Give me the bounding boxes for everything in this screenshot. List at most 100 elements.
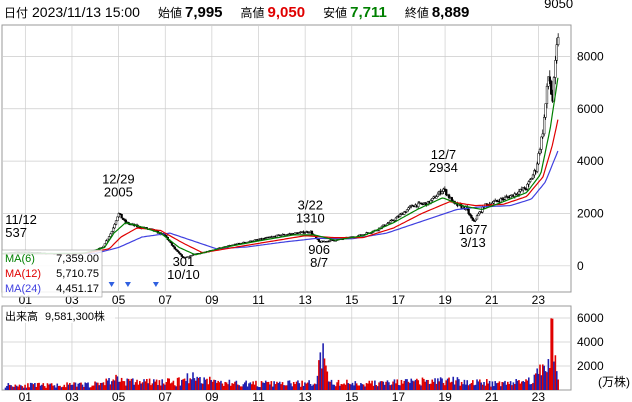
volume-bar (504, 380, 506, 390)
volume-bar (132, 378, 134, 390)
volume-bar (411, 380, 414, 390)
ma-legend-box (1, 249, 103, 298)
volume-bar (41, 384, 43, 390)
volume-bar (35, 386, 38, 390)
candle-body (541, 133, 544, 138)
candle-body (172, 245, 175, 248)
candle-body (176, 249, 179, 252)
volume-bar (554, 355, 557, 390)
volume-bar (190, 379, 193, 390)
volume-bar (453, 384, 456, 390)
volume-bar (158, 380, 161, 390)
volume-bar (291, 386, 294, 390)
volume-bar (111, 381, 113, 390)
candle-body (298, 232, 301, 234)
volume-bar (39, 385, 42, 390)
volume-bar (256, 386, 259, 390)
volume-bar (154, 381, 157, 390)
volume-bar (22, 387, 25, 390)
volume-bar (386, 380, 389, 390)
volume-bar (283, 385, 285, 390)
volume-bar (20, 385, 22, 390)
volume-bar (343, 383, 345, 390)
volume-bar (382, 381, 385, 390)
volume-bar (546, 372, 548, 390)
volume-bar (449, 382, 452, 390)
volume-bar (151, 383, 154, 390)
volume-bar (409, 383, 411, 390)
volume-bar (491, 381, 494, 390)
volume-bar (14, 384, 17, 390)
volume-bar (242, 384, 245, 390)
volume-bar (379, 381, 382, 390)
candle-body (503, 196, 507, 200)
volume-bar (193, 378, 196, 390)
volume-bar (334, 386, 337, 390)
candle-body (533, 170, 536, 176)
volume-bar (473, 385, 476, 390)
candle-body (306, 231, 309, 233)
volume-bar (249, 382, 252, 390)
volume-bar (374, 380, 376, 390)
volume-bar (196, 376, 198, 390)
volume-bar (155, 379, 158, 390)
volume-bar (141, 382, 144, 390)
volume-bar (52, 385, 54, 390)
candle-body (405, 209, 409, 213)
candle-body (117, 213, 120, 218)
volume-bar (260, 381, 263, 390)
volume-bar (424, 381, 427, 390)
volume-bar (222, 385, 225, 390)
price-x-tick-label: 07 (159, 293, 173, 307)
low-group: 安値 7,711 (319, 4, 387, 21)
volume-bar (460, 381, 463, 390)
volume-bar (122, 381, 124, 390)
volume-bar (269, 384, 271, 390)
volume-bar (481, 384, 484, 390)
volume-bar (299, 386, 302, 390)
volume-panel: 01 03 05 07 09 11 13 15 17 19 21 23 2000 4000 6000 (万株)… (1, 305, 630, 402)
volume-bar (555, 371, 558, 390)
volume-bar (403, 380, 406, 390)
candle-body (527, 181, 530, 185)
volume-bar (136, 379, 138, 390)
volume-bar (104, 385, 106, 390)
volume-bar (50, 383, 53, 390)
candle-body (393, 220, 396, 222)
volume-bar (176, 377, 179, 390)
volume-bar (148, 378, 151, 390)
volume-bar (332, 384, 334, 390)
volume-bar (29, 382, 32, 390)
volume-bar (171, 382, 173, 390)
volume-bar (146, 378, 148, 390)
volume-bar (62, 386, 64, 390)
open-group: 始値 7,995 (154, 4, 223, 21)
volume-bar (94, 381, 96, 390)
volume-bar (346, 379, 348, 390)
candle-body (404, 211, 407, 213)
candle-body (173, 246, 176, 250)
volume-x-tick-label: 01 (19, 390, 33, 402)
volume-bar (173, 385, 176, 390)
volume-bar (49, 383, 52, 390)
date-group: 日付 2023/11/13 15:00 (0, 4, 140, 21)
volume-bar (329, 381, 331, 390)
candle-body (398, 214, 402, 217)
volume-bar (18, 384, 21, 390)
volume-bar (390, 384, 393, 390)
volume-bar (7, 383, 10, 390)
candle-body (536, 163, 539, 172)
volume-bar (73, 382, 75, 390)
volume-bar (150, 385, 152, 390)
volume-bar (529, 384, 531, 390)
volume-bar (57, 385, 60, 390)
volume-bar (469, 384, 471, 390)
open-value: 7,995 (184, 3, 223, 21)
candle-body (545, 85, 549, 104)
volume-bar (165, 382, 168, 390)
candle-body (170, 242, 174, 246)
volume-bar (358, 385, 361, 390)
candle-body (440, 191, 444, 195)
volume-bar (396, 379, 399, 390)
volume-bar (15, 385, 18, 390)
